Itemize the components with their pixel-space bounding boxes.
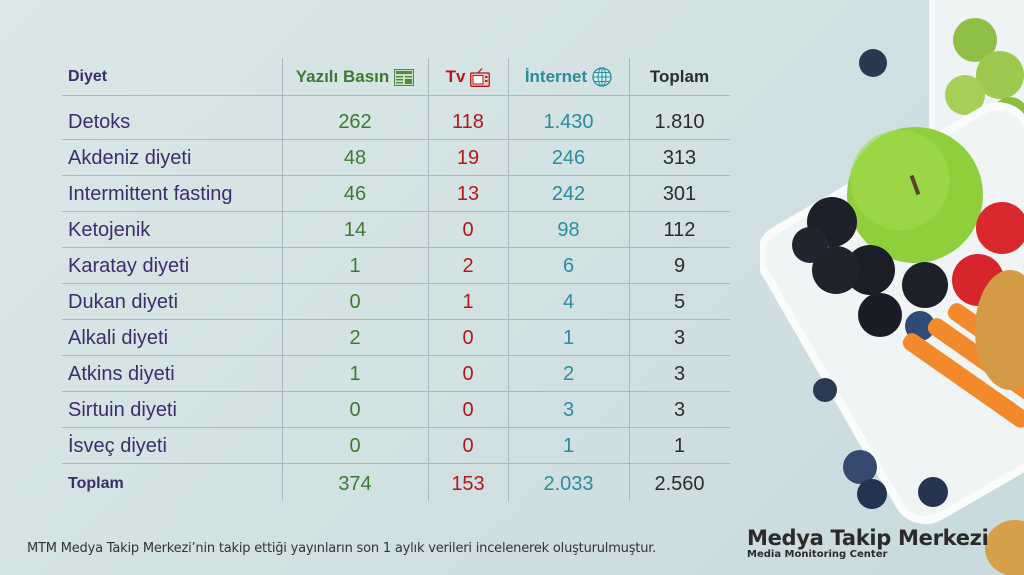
internet-count: 98 [557, 218, 580, 241]
print-count: 1 [349, 362, 361, 385]
globe-icon [592, 67, 612, 87]
print-count: 46 [343, 182, 367, 205]
diet-name: Atkins diyeti [68, 362, 175, 385]
internet-count: 1 [562, 326, 575, 349]
internet-count: 246 [551, 146, 586, 169]
total-count: 3 [673, 326, 686, 349]
print-count: 2 [349, 326, 361, 349]
internet-count: 242 [551, 182, 586, 205]
internet-count: 3 [562, 398, 575, 421]
diet-name: Dukan diyeti [68, 290, 179, 313]
table-row: Karatay diyeti 1 2 6 9 [62, 248, 730, 284]
print-count: 0 [349, 398, 361, 421]
tv-count: 0 [462, 362, 474, 385]
table-row: Dukan diyeti 0 1 4 5 [62, 284, 730, 320]
tv-count: 1 [462, 290, 474, 313]
diet-name: Intermittent fasting [68, 182, 233, 205]
table-row: Sirtuin diyeti 0 0 3 3 [62, 392, 730, 428]
print-count: 48 [343, 146, 367, 169]
header-total: Toplam [649, 67, 710, 86]
total-count: 112 [663, 218, 696, 241]
food-lunchbox-photo [760, 0, 1024, 575]
print-count: 1 [349, 254, 361, 277]
totals-label: Toplam [68, 475, 124, 492]
totals-row: Toplam 374 153 2.033 2.560 [62, 464, 730, 504]
tv-count: 0 [462, 218, 474, 241]
total-count: 1.810 [654, 110, 705, 133]
internet-count: 1 [562, 434, 575, 457]
diet-media-table: Diyet Yazılı Basın Tv İnternet [62, 58, 730, 504]
tv-count: 13 [456, 182, 480, 205]
diet-name: Karatay diyeti [68, 254, 190, 277]
internet-count: 2 [562, 362, 575, 385]
table-row: İsveç diyeti 0 0 1 1 [62, 428, 730, 464]
totals-total: 2.560 [654, 472, 705, 495]
table-row: Alkali diyeti 2 0 1 3 [62, 320, 730, 356]
table-row: Ketojenik 14 0 98 112 [62, 212, 730, 248]
tv-count: 2 [462, 254, 474, 277]
totals-internet: 2.033 [543, 472, 594, 495]
diet-name: Sirtuin diyeti [68, 398, 177, 421]
total-count: 5 [673, 290, 686, 313]
header-tv: Tv [445, 67, 466, 86]
header-diet: Diyet [68, 68, 108, 85]
tv-count: 0 [462, 398, 474, 421]
diet-name: Alkali diyeti [68, 326, 169, 349]
table-row: Detoks 262 118 1.430 1.810 [62, 104, 730, 140]
total-count: 1 [673, 434, 686, 457]
diet-name: Detoks [68, 110, 131, 133]
totals-print: 374 [338, 472, 372, 495]
tv-count: 118 [452, 110, 484, 133]
column-divider [629, 58, 630, 501]
total-count: 3 [673, 362, 686, 385]
diet-name: Ketojenik [68, 218, 151, 241]
tv-count: 0 [462, 434, 474, 457]
header-internet: İnternet [524, 67, 588, 86]
column-divider [428, 58, 429, 501]
table-row: Akdeniz diyeti 48 19 246 313 [62, 140, 730, 176]
tv-icon [470, 67, 491, 87]
tv-count: 0 [462, 326, 474, 349]
print-count: 262 [338, 110, 372, 133]
column-divider [508, 58, 509, 501]
table-row: Atkins diyeti 1 0 2 3 [62, 356, 730, 392]
internet-count: 1.430 [543, 110, 594, 133]
totals-tv: 153 [451, 472, 485, 495]
internet-count: 4 [562, 290, 575, 313]
brand-logo: Medya Takip Merkezi Media Monitoring Cen… [747, 526, 989, 560]
diet-name: Akdeniz diyeti [68, 146, 192, 169]
print-count: 0 [349, 290, 361, 313]
total-count: 3 [673, 398, 686, 421]
table-row: Intermittent fasting 46 13 242 301 [62, 176, 730, 212]
diet-name: İsveç diyeti [68, 434, 167, 457]
print-count: 0 [349, 434, 361, 457]
column-divider [282, 58, 283, 501]
total-count: 313 [662, 146, 697, 169]
table-header-row: Diyet Yazılı Basın Tv İnternet [62, 58, 730, 96]
internet-count: 6 [562, 254, 575, 277]
total-count: 301 [662, 182, 697, 205]
newspaper-icon [394, 68, 415, 86]
print-count: 14 [343, 218, 367, 241]
header-print: Yazılı Basın [295, 67, 390, 86]
footnote: MTM Medya Takip Merkezi’nin takip ettiği… [27, 541, 657, 556]
tv-count: 19 [456, 146, 480, 169]
total-count: 9 [673, 254, 686, 277]
brand-subtitle: Media Monitoring Center [747, 549, 888, 560]
brand-title: Medya Takip Merkezi [747, 526, 989, 550]
